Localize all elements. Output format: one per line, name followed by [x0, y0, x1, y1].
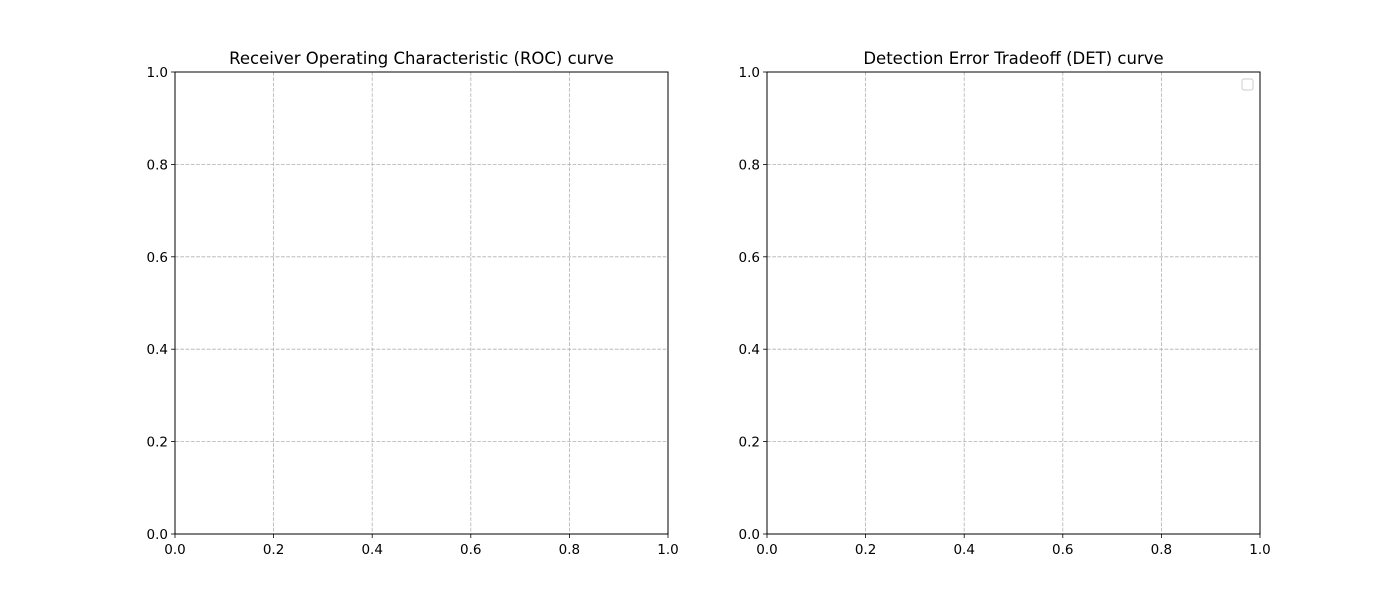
roc-y-tick-label: 1.0 [147, 65, 168, 81]
det-y-tick-label: 0.6 [739, 250, 760, 266]
det-y-tick-label: 0.4 [739, 342, 760, 358]
det-x-tick-label: 1.0 [1249, 542, 1270, 558]
roc-chart-title: Receiver Operating Characteristic (ROC) … [229, 49, 614, 68]
roc-x-tick-label: 0.4 [361, 542, 382, 558]
det-x-tick-label: 0.6 [1052, 542, 1073, 558]
det-chart: 0.0 0.2 0.4 0.6 0.8 1.0 0.0 0.2 0.4 0.6 0.8 1.0 Det… [739, 49, 1271, 558]
det-chart-title: Detection Error Tradeoff (DET) curve [863, 49, 1163, 68]
det-y-tick-label: 0.2 [739, 435, 760, 451]
roc-x-tick-label: 0.0 [164, 542, 185, 558]
det-x-tick-label: 0.8 [1151, 542, 1172, 558]
det-axes-frame [766, 71, 1261, 535]
roc-y-tick-label: 0.6 [147, 250, 168, 266]
det-grid [767, 72, 1260, 534]
roc-x-tick-label: 1.0 [657, 542, 678, 558]
roc-y-tick-label: 0.8 [147, 157, 168, 173]
roc-y-tick-label: 0.0 [147, 527, 168, 543]
det-x-tick-label: 0.4 [953, 542, 974, 558]
det-ticks: 0.0 0.2 0.4 0.6 0.8 1.0 0.0 0.2 0.4 0.6 0.8 1.0 [739, 65, 1271, 558]
roc-grid [175, 72, 668, 534]
det-x-tick-label: 0.0 [756, 542, 777, 558]
det-y-tick-label: 0.0 [739, 527, 760, 543]
det-x-tick-label: 0.2 [855, 542, 876, 558]
roc-y-tick-label: 0.4 [147, 342, 168, 358]
roc-axes-frame [174, 71, 669, 535]
det-y-tick-label: 1.0 [739, 65, 760, 81]
det-legend [1241, 78, 1254, 91]
roc-y-tick-label: 0.2 [147, 435, 168, 451]
roc-x-tick-label: 0.2 [263, 542, 284, 558]
det-y-tick-label: 0.8 [739, 157, 760, 173]
roc-x-tick-label: 0.8 [559, 542, 580, 558]
roc-chart: 0.0 0.2 0.4 0.6 0.8 1.0 0.0 0.2 0.4 0.6 0.8 1.0 Rec… [147, 49, 679, 558]
roc-x-tick-label: 0.6 [460, 542, 481, 558]
roc-ticks: 0.0 0.2 0.4 0.6 0.8 1.0 0.0 0.2 0.4 0.6 0.8 1.0 [147, 65, 679, 558]
